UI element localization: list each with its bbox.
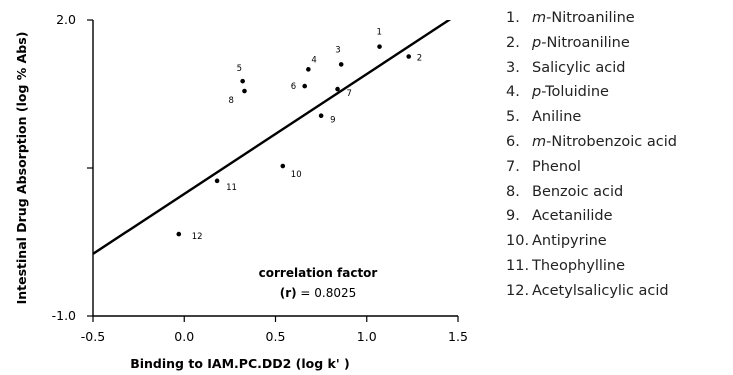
data-point-8 — [242, 88, 247, 94]
legend-compound-name: Benzoic acid — [532, 183, 624, 200]
legend-prefix: m — [532, 10, 547, 26]
data-point-10 — [280, 163, 286, 169]
legend-compound-name: Phenol — [532, 158, 581, 175]
data-point-label-10: 10 — [291, 170, 302, 180]
x-tick-label: 1.5 — [448, 329, 468, 344]
y-axis-title: Intestinal Drug Absorption (log % Abs) — [14, 32, 29, 305]
legend-number: 12. — [506, 282, 530, 299]
legend-number: 5. — [506, 109, 520, 126]
legend-number: 6. — [506, 133, 520, 150]
data-point-label-9: 9 — [330, 116, 335, 126]
legend-number: 1. — [506, 10, 520, 26]
legend-prefix: p — [532, 34, 542, 51]
x-tick-label: 1.0 — [357, 329, 377, 344]
data-point-label-3: 3 — [335, 45, 340, 55]
data-point-label-12: 12 — [192, 232, 203, 242]
legend-item: 4. p-Toluidine — [506, 80, 677, 105]
legend-number: 3. — [506, 59, 520, 76]
legend-compound-name: -Nitroaniline — [541, 34, 630, 51]
correlation-value: (r) = 0.8025 — [280, 286, 357, 300]
legend-item: 5. Aniline — [506, 105, 677, 130]
legend-item: 7. Phenol — [506, 155, 677, 180]
legend-number: 8. — [506, 183, 520, 200]
legend-compound-name: Antipyrine — [532, 233, 607, 250]
legend-item: 6. m-Nitrobenzoic acid — [506, 130, 677, 155]
data-point-label-8: 8 — [228, 96, 233, 106]
y-tick-label: -1.0 — [52, 308, 76, 323]
legend-number: 9. — [506, 208, 520, 225]
compound-legend: 1. m-Nitroaniline 2. p-Nitroaniline 3. Salicy… — [506, 6, 677, 304]
x-axis-title: Binding to IAM.PC.DD2 (log k' ) — [130, 356, 350, 371]
legend-item: 12. Acetylsalicylic acid — [506, 279, 677, 304]
legend-number: 10. — [506, 233, 530, 250]
data-point-label-5: 5 — [237, 64, 242, 74]
legend-compound-name: Salicylic acid — [532, 59, 626, 76]
legend-number: 2. — [506, 34, 520, 51]
data-point-label-6: 6 — [291, 82, 296, 92]
legend-item: 2. p-Nitroaniline — [506, 31, 677, 56]
y-tick-label: 2.0 — [56, 12, 76, 27]
legend-compound-name: -Nitrobenzoic acid — [546, 133, 677, 150]
legend-prefix: m — [532, 133, 547, 150]
scatter-chart: -0.5 0.0 0.5 1.0 1.52.0-1.0 123456789101112 … — [14, 12, 468, 371]
data-point-3 — [338, 62, 344, 67]
data-point-4 — [306, 67, 311, 72]
data-point-5 — [240, 78, 245, 84]
data-point-1 — [377, 44, 382, 49]
legend-compound-name: Aniline — [532, 109, 582, 126]
data-point-label-1: 1 — [377, 28, 382, 38]
legend-item: 11. Theophylline — [506, 254, 677, 279]
regression-line — [93, 20, 452, 255]
legend-number: 7. — [506, 158, 520, 175]
x-tick-label: 0.0 — [174, 329, 194, 344]
legend-prefix: p — [532, 84, 542, 101]
data-point-7 — [335, 86, 340, 92]
correlation-label: correlation factor — [259, 266, 378, 280]
ticks: -0.5 0.0 0.5 1.0 1.5 2.0 -1.0 — [52, 12, 468, 344]
regression-group — [93, 20, 452, 255]
data-point-label-4: 4 — [311, 55, 316, 65]
legend-item: 3. Salicylic acid — [506, 56, 677, 81]
legend-compound-name: Theophylline — [532, 257, 626, 274]
correlation-r: (r) — [280, 286, 297, 300]
legend-item: 10. Antipyrine — [506, 229, 677, 254]
data-point-11 — [214, 178, 220, 184]
legend-item: 9. Acetanilide — [506, 204, 677, 229]
data-point-6 — [302, 83, 308, 89]
correlation-number: = 0.8025 — [297, 286, 357, 300]
data-point-12 — [176, 231, 182, 237]
legend-compound-name: Acetanilide — [532, 208, 613, 225]
data-point-9 — [318, 113, 324, 119]
legend-item: 8. Benzoic acid — [506, 180, 677, 205]
legend-compound-name: -Nitroaniline — [546, 10, 635, 26]
data-point-label-2: 2 — [417, 54, 422, 64]
data-point-label-7: 7 — [347, 89, 352, 99]
legend-compound-name: -Toluidine — [541, 84, 609, 101]
x-tick-label: 0.5 — [266, 329, 286, 344]
legend-item: 1. m-Nitroaniline — [506, 6, 677, 31]
data-point-label-11: 11 — [226, 183, 237, 193]
legend-number: 11. — [506, 257, 530, 274]
legend-number: 4. — [506, 84, 520, 101]
x-tick-label: -0.5 — [81, 329, 105, 344]
legend-compound-name: Acetylsalicylic acid — [532, 282, 669, 299]
data-point-2 — [406, 54, 412, 59]
